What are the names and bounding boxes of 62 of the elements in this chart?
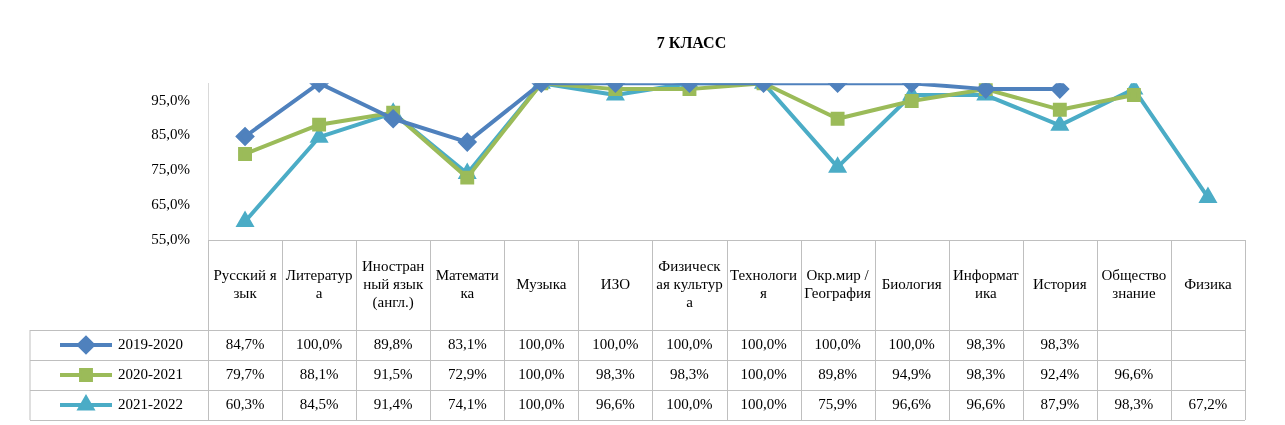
x-tick-label: Информатика — [952, 266, 1019, 301]
y-tick-label: 85,0% — [151, 126, 190, 143]
data-label: 72,9% — [447, 365, 487, 382]
x-tick-label: Музыка — [516, 275, 567, 292]
data-label: 96,6% — [596, 395, 635, 412]
data-label: 100,0% — [592, 335, 639, 352]
y-tick-label: 55,0% — [151, 230, 190, 247]
data-label: 84,5% — [299, 395, 339, 412]
x-tick-label: Обществознание — [1101, 266, 1167, 301]
data-label: 74,1% — [447, 395, 487, 412]
data-label: 98,3% — [596, 365, 635, 382]
data-label: 100,0% — [295, 335, 343, 352]
data-label: 100,0% — [740, 335, 787, 352]
data-label: 100,0% — [518, 335, 565, 352]
data-label: 96,6% — [1114, 365, 1154, 382]
x-tick-label: Физика — [1184, 275, 1233, 292]
data-label: 100,0% — [518, 395, 565, 412]
data-label: 94,9% — [892, 365, 932, 382]
x-tick-label: Русский язык — [213, 266, 277, 301]
x-tick-label: Литература — [285, 266, 353, 301]
y-tick-label: 95,0% — [151, 91, 190, 108]
x-tick-label: История — [1032, 275, 1087, 292]
data-label: 100,0% — [888, 335, 935, 352]
data-label: 79,7% — [225, 365, 265, 382]
chart-title: 7 КЛАСС — [656, 33, 727, 51]
x-tick-label: Физическая культура — [656, 257, 723, 310]
data-label: 100,0% — [814, 335, 861, 352]
data-label: 98,3% — [966, 335, 1006, 352]
data-label: 84,7% — [225, 335, 265, 352]
data-label: 89,8% — [373, 335, 413, 352]
data-label: 87,9% — [1040, 395, 1080, 412]
x-tick-label: Технология — [730, 266, 798, 301]
y-tick-label: 75,0% — [151, 161, 190, 178]
x-tick-label: ИЗО — [600, 275, 631, 292]
legend-label: 2021-2022 — [118, 395, 183, 412]
data-label: 67,2% — [1188, 395, 1228, 412]
data-label: 83,1% — [447, 335, 487, 352]
data-label: 91,4% — [373, 395, 413, 412]
data-label: 91,5% — [373, 365, 413, 382]
x-tick-label: Окр.мир / География — [804, 266, 872, 301]
data-label: 75,9% — [818, 395, 857, 412]
data-label: 96,6% — [892, 395, 932, 412]
legend-label: 2020-2021 — [118, 365, 183, 382]
data-label: 89,8% — [818, 365, 857, 382]
x-tick-label: Математика — [435, 266, 499, 301]
data-label: 100,0% — [740, 365, 787, 382]
data-label: 98,3% — [966, 365, 1006, 382]
x-tick-label: Иностранный язык (англ.) — [362, 257, 425, 311]
data-label: 100,0% — [518, 365, 565, 382]
data-label: 88,1% — [299, 365, 339, 382]
data-label: 98,3% — [1040, 335, 1080, 352]
x-tick-label: Биология — [881, 275, 942, 292]
data-label: 60,3% — [225, 395, 265, 412]
legend-label: 2019-2020 — [118, 335, 183, 352]
data-label: 98,3% — [670, 365, 709, 382]
data-label: 100,0% — [666, 335, 713, 352]
data-label: 92,4% — [1040, 365, 1080, 382]
data-label: 100,0% — [740, 395, 787, 412]
data-label: 100,0% — [666, 395, 713, 412]
data-label: 96,6% — [966, 395, 1006, 412]
y-tick-label: 65,0% — [151, 196, 190, 213]
data-label: 98,3% — [1114, 395, 1154, 412]
